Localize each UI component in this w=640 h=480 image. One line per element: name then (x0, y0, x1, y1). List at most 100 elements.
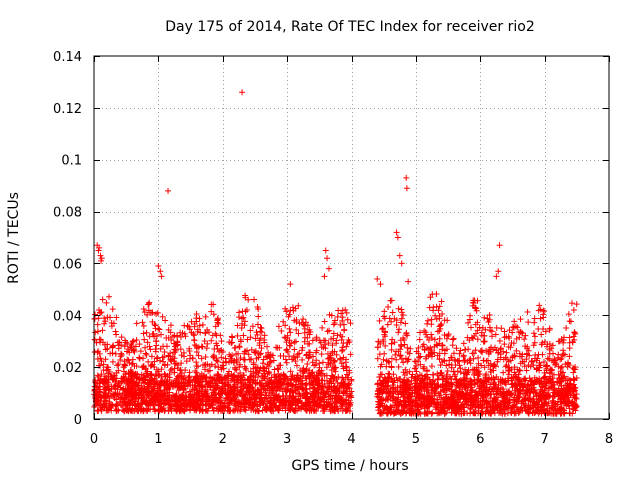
data-point (102, 346, 109, 353)
data-point (101, 315, 108, 322)
data-point (213, 342, 220, 349)
data-point (434, 376, 441, 383)
data-point (315, 372, 322, 379)
data-point (177, 346, 184, 353)
data-point (149, 331, 156, 338)
data-point (428, 363, 435, 370)
data-point (275, 383, 282, 390)
data-point (97, 355, 104, 362)
data-point (212, 363, 219, 370)
data-point (323, 364, 330, 371)
data-point (309, 390, 316, 397)
data-point (266, 389, 273, 396)
data-point (426, 304, 433, 311)
data-point (186, 326, 193, 333)
data-point (123, 348, 130, 355)
data-point (334, 332, 341, 339)
data-point (260, 400, 267, 407)
data-point (495, 268, 502, 275)
data-point (292, 358, 299, 365)
data-point (299, 356, 306, 363)
data-point (157, 377, 164, 384)
data-point (228, 377, 235, 384)
data-point (253, 369, 260, 376)
data-point (146, 333, 153, 340)
data-point (102, 356, 109, 363)
data-point (325, 265, 332, 272)
data-point (290, 355, 297, 362)
data-point (428, 321, 435, 328)
data-point (347, 320, 354, 327)
data-point (329, 342, 336, 349)
data-point (283, 308, 290, 315)
data-point (184, 322, 191, 329)
data-point (264, 385, 271, 392)
data-point (346, 369, 353, 376)
data-point (333, 403, 340, 410)
data-point (296, 320, 303, 327)
data-point (257, 350, 264, 357)
data-point (282, 373, 289, 380)
data-point (377, 281, 384, 288)
data-point (295, 390, 302, 397)
data-point (334, 313, 341, 320)
data-point (267, 358, 274, 365)
x-tick-label: 4 (347, 432, 355, 447)
data-point (335, 307, 342, 314)
data-point (286, 342, 293, 349)
data-point (241, 356, 248, 363)
data-point (128, 380, 135, 387)
data-point (287, 380, 294, 387)
data-point (204, 408, 211, 415)
data-point (140, 306, 147, 313)
data-point (297, 373, 304, 380)
data-point (245, 388, 252, 395)
data-point (194, 326, 201, 333)
data-point (183, 358, 190, 365)
data-point (185, 374, 192, 381)
data-point (157, 268, 164, 275)
data-point (326, 393, 333, 400)
data-point (274, 365, 281, 372)
data-point (333, 392, 340, 399)
data-point (122, 337, 129, 344)
data-point (339, 348, 346, 355)
data-point (158, 366, 165, 373)
data-point (276, 344, 283, 351)
data-point (133, 337, 140, 344)
data-point (132, 383, 139, 390)
data-point (343, 363, 350, 370)
data-point (160, 343, 167, 350)
data-point (337, 394, 344, 401)
data-point (570, 306, 577, 313)
data-point (129, 389, 136, 396)
data-point (539, 351, 546, 358)
data-point (233, 356, 240, 363)
data-point (204, 340, 211, 347)
data-point (109, 358, 116, 365)
data-point (236, 343, 243, 350)
y-tick-label: 0.14 (53, 50, 82, 65)
data-point (315, 394, 322, 401)
data-point (202, 388, 209, 395)
data-point (241, 318, 248, 325)
data-point (91, 336, 98, 343)
data-point (142, 350, 149, 357)
data-point (120, 375, 127, 382)
data-point (284, 335, 291, 342)
data-point (240, 314, 247, 321)
data-point (395, 363, 402, 370)
data-point (159, 313, 166, 320)
data-point (303, 366, 310, 373)
data-point (118, 351, 125, 358)
data-point (343, 385, 350, 392)
y-tick-labels: 00.020.040.060.080.10.120.14 (53, 50, 82, 428)
data-point (92, 329, 99, 336)
data-point (342, 306, 349, 313)
data-point (258, 382, 265, 389)
data-point (202, 330, 209, 337)
data-point (229, 397, 236, 404)
data-point (106, 368, 113, 375)
data-point (240, 393, 247, 400)
data-point (186, 355, 193, 362)
